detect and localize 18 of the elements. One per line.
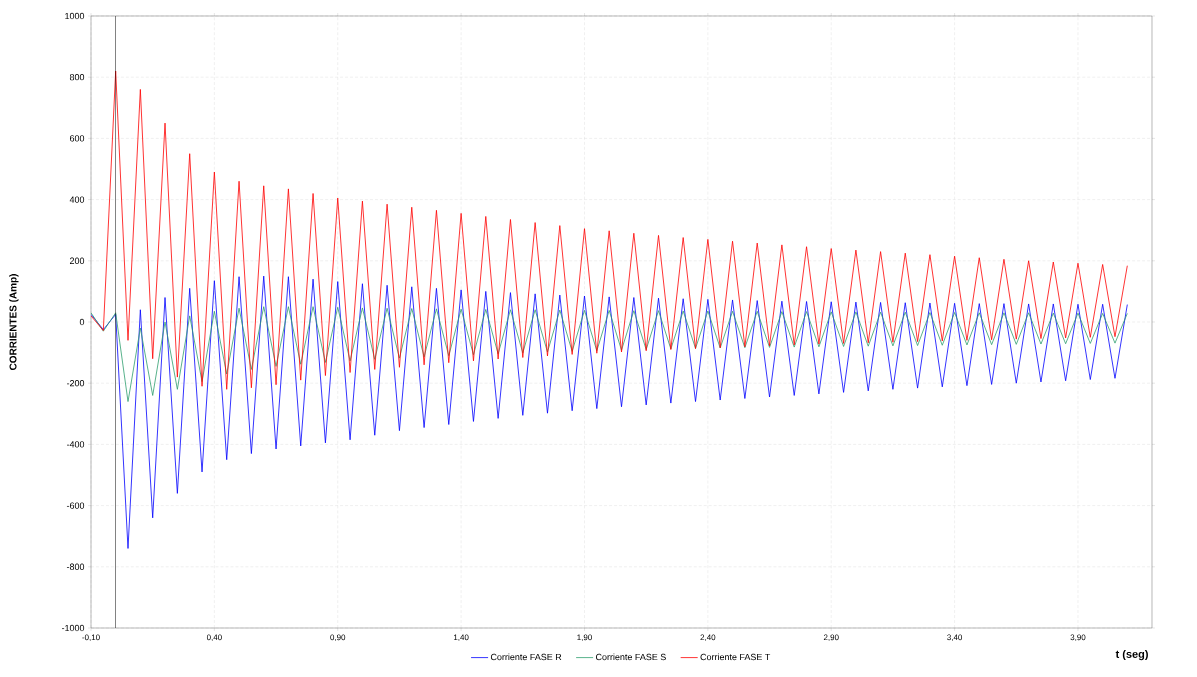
y-tick-label: -600 bbox=[66, 502, 85, 509]
y-tick-label: 800 bbox=[69, 74, 85, 81]
y-tick-label: 200 bbox=[69, 257, 85, 264]
line-series bbox=[91, 306, 1128, 402]
legend-label: Corriente FASE T bbox=[700, 653, 771, 661]
y-tick-label: 600 bbox=[69, 135, 85, 142]
legend-label: Corriente FASE R bbox=[490, 653, 562, 661]
y-tick-label: 0 bbox=[79, 318, 85, 326]
y-axis-title: CORRIENTES (Amp) bbox=[9, 274, 19, 371]
y-tick-label: 400 bbox=[69, 196, 85, 203]
y-tick-label: -1000 bbox=[61, 624, 85, 632]
line-series bbox=[91, 275, 1128, 549]
y-tick-label: -400 bbox=[66, 441, 85, 448]
y-tick-label: -200 bbox=[66, 380, 85, 387]
legend-label: Corriente FASE S bbox=[595, 653, 666, 661]
x-axis-title: t (seg) bbox=[1115, 649, 1148, 661]
y-tick-label: 1000 bbox=[65, 12, 85, 20]
y-tick-label: -800 bbox=[66, 563, 85, 570]
